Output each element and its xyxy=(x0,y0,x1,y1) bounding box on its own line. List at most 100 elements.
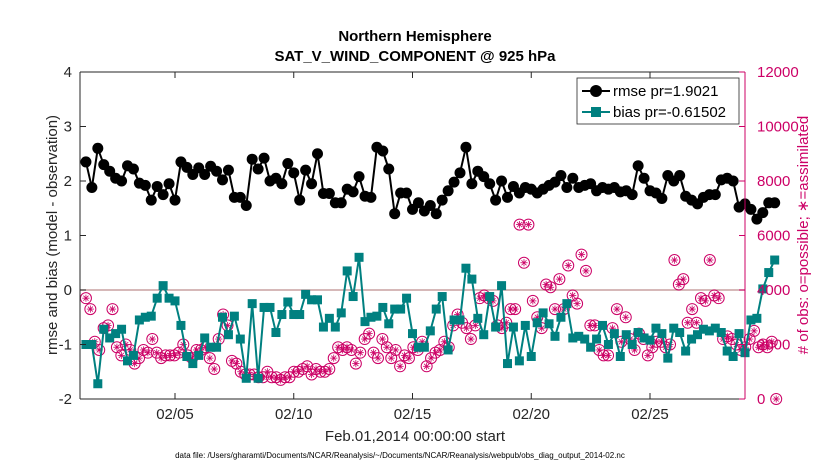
bias-point xyxy=(283,297,293,307)
bias-point xyxy=(770,255,780,265)
y-left-axis-label: rmse and bias (model - observation) xyxy=(44,115,61,355)
obs-point-star xyxy=(366,330,372,337)
obs-point-star xyxy=(587,322,594,329)
obs-point-star xyxy=(521,259,527,266)
obs-point-circle xyxy=(106,303,119,316)
bias-point xyxy=(212,342,222,352)
obs-point-circle xyxy=(349,357,362,370)
obs-point-circle xyxy=(460,322,473,335)
obs-point-circle xyxy=(402,352,415,365)
obs-point xyxy=(460,322,473,335)
rmse-point xyxy=(294,194,306,206)
bias-point xyxy=(425,326,435,336)
bias-point xyxy=(158,281,168,291)
rmse-point xyxy=(151,180,163,192)
bias-point xyxy=(128,350,138,360)
x-ticks-group: 02/05 02/10 02/15 02/20 02/25 xyxy=(156,72,669,423)
rmse-point xyxy=(240,200,252,212)
bias-point xyxy=(479,330,489,340)
rmse-point xyxy=(347,186,359,198)
bias-point xyxy=(313,295,322,305)
obs-point xyxy=(610,303,623,316)
bias-point xyxy=(342,266,352,276)
y-left-tick-label: 1 xyxy=(64,228,72,245)
y-right-tick-label: 10000 xyxy=(757,119,799,136)
bias-point xyxy=(265,302,275,312)
bias-point xyxy=(669,323,679,333)
obs-point xyxy=(208,363,221,376)
obs-point-star xyxy=(702,298,709,304)
obs-point-star xyxy=(145,349,151,356)
bias-point xyxy=(402,293,412,303)
bias-point xyxy=(574,331,584,341)
bias-point xyxy=(307,295,317,305)
legend-rmse-label: rmse pr=1.9021 xyxy=(613,83,718,100)
bias-point xyxy=(544,319,554,329)
bias-point xyxy=(455,315,465,325)
obs-point-circle xyxy=(686,303,699,316)
bias-point xyxy=(639,333,649,343)
bias-point xyxy=(170,296,180,306)
bias-point xyxy=(87,340,97,349)
obs-point xyxy=(203,352,216,365)
rmse-point xyxy=(496,175,508,187)
obs-point-star xyxy=(764,344,771,351)
rmse-point xyxy=(448,176,460,188)
bias-point xyxy=(734,329,744,339)
rmse-point xyxy=(626,189,638,201)
obs-point-star xyxy=(330,355,337,361)
obs-point-star xyxy=(653,338,660,345)
obs-point-star xyxy=(591,322,598,329)
y-right-tick-label: 4000 xyxy=(757,282,790,299)
legend-bias-label: bias pr=-0.61502 xyxy=(613,104,726,121)
rmse-point xyxy=(709,189,721,201)
bias-point xyxy=(324,313,334,323)
bias-point xyxy=(295,310,305,320)
rmse-point xyxy=(288,167,300,179)
obs-point xyxy=(668,254,681,267)
obs-point-circle xyxy=(345,343,358,356)
x-tick-label: 02/10 xyxy=(275,406,313,423)
obs-point-star xyxy=(538,325,545,331)
bias-point xyxy=(390,304,400,314)
obs-point-circle xyxy=(544,281,557,294)
obs-point-star xyxy=(569,292,576,299)
obs-point xyxy=(509,303,522,316)
obs-point-star xyxy=(87,306,94,312)
y-left-tick-label: 3 xyxy=(64,119,72,136)
bias-point xyxy=(514,356,524,366)
bias-point xyxy=(146,311,156,321)
obs-point-star xyxy=(441,338,448,345)
obs-point-star xyxy=(167,352,173,359)
bias-point xyxy=(253,373,263,383)
obs-point xyxy=(553,273,566,286)
obs-point-star xyxy=(118,352,125,359)
obs-point-star xyxy=(308,371,315,378)
bias-point xyxy=(105,333,115,343)
bias-point xyxy=(704,326,714,336)
obs-point-star xyxy=(127,347,133,353)
obs-point-star xyxy=(397,363,403,370)
rmse-point xyxy=(335,197,347,209)
obs-point-star xyxy=(109,306,116,312)
obs-point-star xyxy=(671,257,678,263)
bias-point xyxy=(336,308,346,318)
obs-point-circle xyxy=(668,254,681,267)
bias-point xyxy=(247,299,257,309)
y-left-tick-label: 0 xyxy=(64,282,72,299)
y-right-ticks-group: 0 2000 4000 6000 8000 10000 12000 xyxy=(739,64,799,408)
obs-point-star xyxy=(583,268,589,274)
rmse-point xyxy=(412,197,424,209)
bias-point xyxy=(550,331,560,341)
obs-point-star xyxy=(437,347,443,353)
rmse-point xyxy=(561,182,573,194)
rmse-point xyxy=(323,188,335,200)
obs-point-star xyxy=(379,336,386,342)
obs-point-star xyxy=(715,295,722,301)
bias-point xyxy=(182,351,192,361)
obs-point-circle xyxy=(602,349,615,362)
bias-point xyxy=(698,324,708,334)
obs-point-circle xyxy=(146,333,159,346)
obs-point-star xyxy=(649,344,656,351)
rmse-point xyxy=(502,191,513,203)
